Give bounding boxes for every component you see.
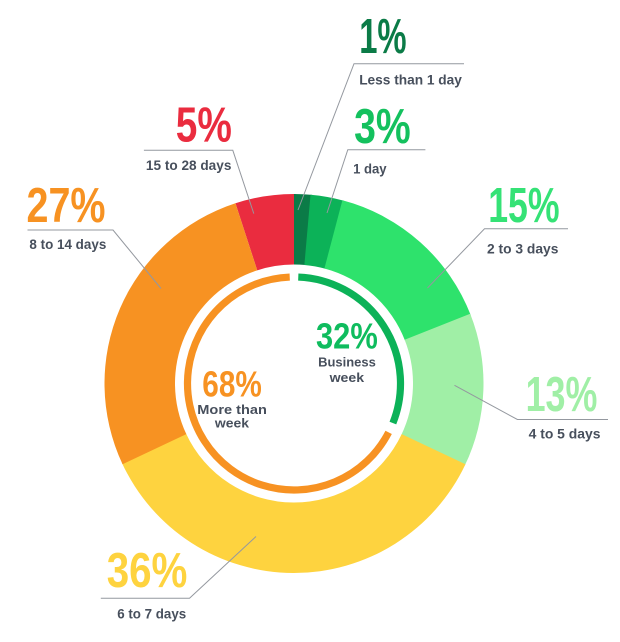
svg-text:More than: More than — [197, 402, 267, 417]
svg-text:13%: 13% — [526, 368, 598, 422]
svg-text:27%: 27% — [27, 179, 106, 233]
svg-text:4 to 5 days: 4 to 5 days — [529, 425, 601, 441]
svg-text:Less than 1 day: Less than 1 day — [359, 72, 462, 88]
svg-text:week: week — [214, 416, 250, 431]
svg-text:5%: 5% — [176, 99, 232, 153]
svg-text:Business: Business — [318, 355, 376, 370]
svg-text:6 to 7 days: 6 to 7 days — [117, 605, 186, 621]
svg-text:1 day: 1 day — [353, 160, 387, 176]
svg-text:15 to 28 days: 15 to 28 days — [146, 157, 232, 173]
svg-text:15%: 15% — [488, 179, 559, 233]
svg-text:2 to 3 days: 2 to 3 days — [487, 241, 559, 257]
svg-text:36%: 36% — [107, 544, 188, 598]
svg-text:68%: 68% — [202, 363, 261, 404]
svg-text:8 to 14 days: 8 to 14 days — [29, 236, 106, 252]
svg-text:week: week — [329, 370, 365, 385]
svg-text:32%: 32% — [316, 316, 378, 357]
svg-text:3%: 3% — [354, 100, 411, 154]
svg-text:1%: 1% — [359, 10, 406, 64]
